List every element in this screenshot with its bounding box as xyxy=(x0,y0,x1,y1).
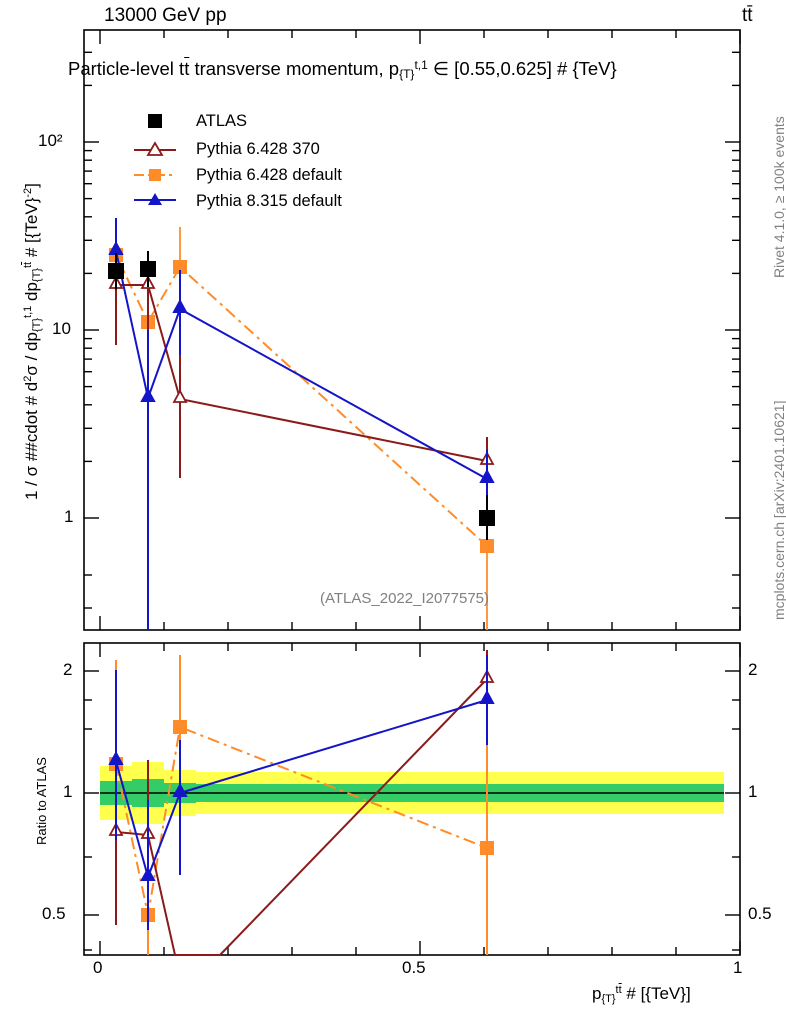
legend-label-pythia6-370: Pythia 6.428 370 xyxy=(196,140,320,158)
xtick-0: 0 xyxy=(93,958,103,977)
series-pythia8-default-main xyxy=(108,218,495,630)
legend-label-pythia6-default: Pythia 6.428 default xyxy=(196,166,342,184)
ratio-ytick-05-right: 0.5 xyxy=(748,904,772,923)
ratio-ytick-1-left: 1 xyxy=(63,782,73,801)
series-atlas-main xyxy=(108,251,495,540)
ratio-band-outer xyxy=(100,772,724,814)
series-pythia6-370-ratio xyxy=(108,650,495,956)
ratio-ytick-1-right: 1 xyxy=(748,782,758,801)
ratio-ytick-2-left: 2 xyxy=(63,660,73,679)
series-pythia6-default-main xyxy=(109,227,494,630)
header-right: tt̄ xyxy=(742,5,753,26)
ratio-y-ticks xyxy=(84,670,740,951)
main-panel-frame xyxy=(83,29,741,631)
legend-marker-atlas xyxy=(148,114,162,128)
rivet-version-label: Rivet 4.1.0, ≥ 100k events xyxy=(771,116,786,278)
ratio-band-inner xyxy=(100,784,724,802)
legend-marker-pythia6-370 xyxy=(134,141,176,156)
mcplots-source-label: mcplots.cern.ch [arXiv:2401.10621] xyxy=(771,400,786,620)
header-left: 13000 GeV pp xyxy=(104,5,227,26)
main-ytick-100: 10² xyxy=(38,131,63,150)
ratio-ytick-2-right: 2 xyxy=(748,660,758,679)
main-y-ticks xyxy=(84,51,740,609)
legend-markers xyxy=(134,114,176,205)
xtick-1: 1 xyxy=(733,958,743,977)
analysis-watermark: (ATLAS_2022_I2077575) xyxy=(320,590,490,607)
legend-label-pythia8-default: Pythia 8.315 default xyxy=(196,192,342,210)
page-title-text: Particle-level t xyxy=(68,58,185,79)
ratio-y-axis-label: Ratio to ATLAS xyxy=(34,757,49,845)
ratio-ytick-05-left: 0.5 xyxy=(42,904,66,923)
legend-marker-pythia8-default xyxy=(134,193,176,205)
x-axis-label: p{T}tt # [{TeV}] xyxy=(592,984,691,1005)
main-ytick-10: 10 xyxy=(52,319,71,338)
main-ytick-1: 1 xyxy=(64,507,74,526)
main-y-axis-label: 1 / σ ##cdot # d2σ / dp{T}t,1 dp{T}tt # … xyxy=(22,183,43,500)
legend-marker-pythia6-default xyxy=(134,169,176,181)
series-pythia6-default-ratio xyxy=(109,655,494,955)
ratio-x-ticks xyxy=(99,643,741,955)
legend-label-atlas: ATLAS xyxy=(196,112,248,130)
series-pythia6-370-main xyxy=(108,241,495,487)
ratio-panel-frame xyxy=(83,642,741,956)
xtick-05: 0.5 xyxy=(402,958,426,977)
page-title: Particle-level tt transverse momentum, p… xyxy=(68,58,617,81)
series-pythia8-default-ratio xyxy=(108,655,495,930)
